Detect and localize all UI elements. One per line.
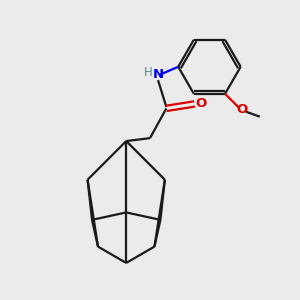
Text: N: N [152,68,164,81]
Text: O: O [196,98,207,110]
Text: O: O [236,103,247,116]
Text: H: H [143,66,152,79]
